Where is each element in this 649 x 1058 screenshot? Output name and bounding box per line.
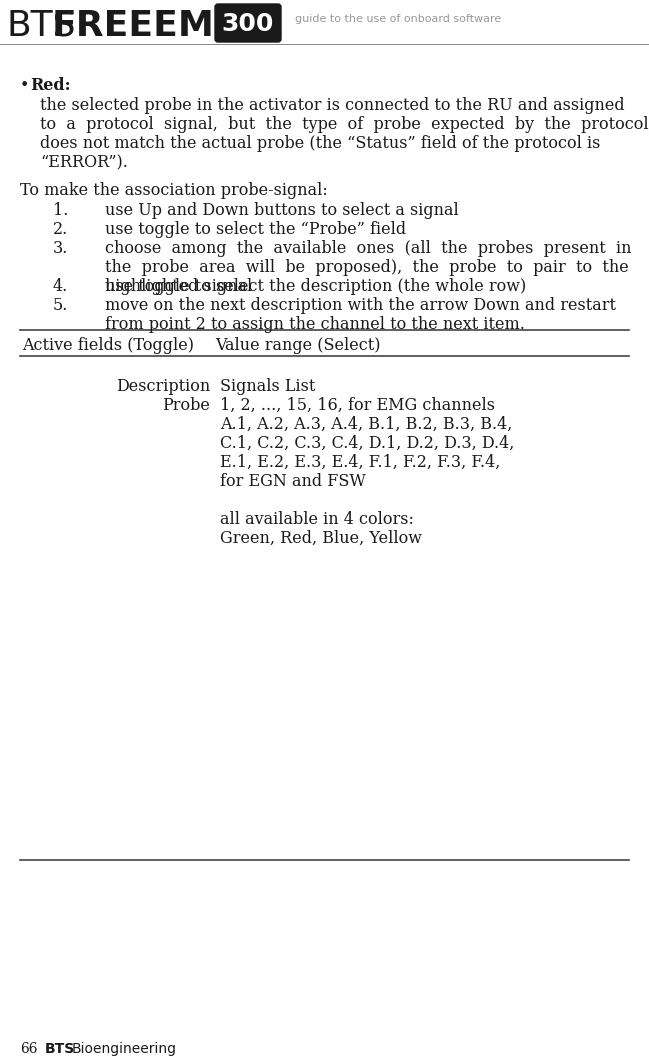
Text: Red:: Red: — [30, 77, 71, 94]
Text: 1, 2, ..., 15, 16, for EMG channels: 1, 2, ..., 15, 16, for EMG channels — [220, 397, 495, 414]
FancyBboxPatch shape — [215, 4, 281, 42]
Text: 4.: 4. — [53, 278, 68, 295]
Text: C.1, C.2, C.3, C.4, D.1, D.2, D.3, D.4,: C.1, C.2, C.3, C.4, D.1, D.2, D.3, D.4, — [220, 435, 515, 452]
Text: 3.: 3. — [53, 240, 68, 257]
Text: Probe: Probe — [162, 397, 210, 414]
Text: use toggle to select the description (the whole row): use toggle to select the description (th… — [105, 278, 526, 295]
Text: 1.: 1. — [53, 202, 68, 219]
Text: 5.: 5. — [53, 297, 68, 314]
Text: 300: 300 — [222, 12, 274, 36]
Text: choose  among  the  available  ones  (all  the  probes  present  in: choose among the available ones (all the… — [105, 240, 631, 257]
Text: Signals List: Signals List — [220, 378, 315, 395]
Text: Description: Description — [116, 378, 210, 395]
Text: Green, Red, Blue, Yellow: Green, Red, Blue, Yellow — [220, 530, 422, 547]
Text: the  probe  area  will  be  proposed),  the  probe  to  pair  to  the: the probe area will be proposed), the pr… — [105, 259, 629, 276]
Text: guide to the use of onboard software: guide to the use of onboard software — [295, 14, 501, 24]
Text: for EGN and FSW: for EGN and FSW — [220, 473, 366, 490]
Text: use Up and Down buttons to select a signal: use Up and Down buttons to select a sign… — [105, 202, 459, 219]
Text: BTS: BTS — [45, 1042, 75, 1056]
Text: 2.: 2. — [53, 221, 68, 238]
Text: “ERROR”).: “ERROR”). — [40, 154, 128, 171]
Text: E.1, E.2, E.3, E.4, F.1, F.2, F.3, F.4,: E.1, E.2, E.3, E.4, F.1, F.2, F.3, F.4, — [220, 454, 500, 471]
Text: A.1, A.2, A.3, A.4, B.1, B.2, B.3, B.4,: A.1, A.2, A.3, A.4, B.1, B.2, B.3, B.4, — [220, 416, 512, 433]
Text: Active fields (Toggle): Active fields (Toggle) — [22, 338, 194, 354]
Text: highlighted signal: highlighted signal — [105, 278, 252, 295]
Text: all available in 4 colors:: all available in 4 colors: — [220, 511, 414, 528]
Text: move on the next description with the arrow Down and restart: move on the next description with the ar… — [105, 297, 616, 314]
Text: the selected probe in the activator is connected to the RU and assigned: the selected probe in the activator is c… — [40, 97, 624, 114]
Text: Value range (Select): Value range (Select) — [215, 338, 380, 354]
Text: 66: 66 — [20, 1042, 38, 1056]
Text: use toggle to select the “Probe” field: use toggle to select the “Probe” field — [105, 221, 406, 238]
Text: •: • — [20, 77, 29, 94]
Text: does not match the actual probe (the “Status” field of the protocol is: does not match the actual probe (the “St… — [40, 135, 600, 152]
Text: from point 2 to assign the channel to the next item.: from point 2 to assign the channel to th… — [105, 316, 525, 333]
Text: FREEEMG: FREEEMG — [52, 8, 245, 42]
Text: to  a  protocol  signal,  but  the  type  of  probe  expected  by  the  protocol: to a protocol signal, but the type of pr… — [40, 116, 648, 133]
Text: Bioengineering: Bioengineering — [72, 1042, 177, 1056]
Text: BTS: BTS — [7, 8, 77, 42]
Text: To make the association probe-signal:: To make the association probe-signal: — [20, 182, 328, 199]
